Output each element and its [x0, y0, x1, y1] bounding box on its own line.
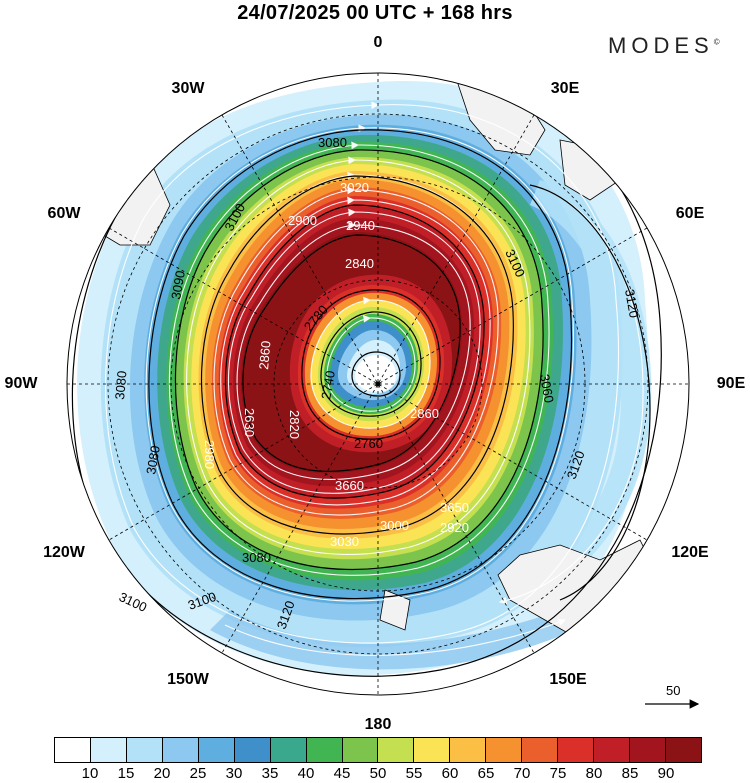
colorbar-cell [90, 738, 127, 762]
colorbar-cell [450, 738, 487, 762]
polar-jet-map: 3080 3100 3090 3020 2900 2940 2840 2780 … [66, 72, 700, 709]
colorbar-cell [558, 738, 595, 762]
colorbar-tick-label: 65 [477, 765, 495, 782]
colorbar-tick-label: 35 [261, 765, 279, 782]
lon-label-30e: 30E [550, 80, 580, 97]
contour-label: 3120 [622, 288, 642, 319]
lon-label-150e: 150E [549, 671, 587, 688]
colorbar [54, 737, 702, 763]
brand-logo: MODES© [608, 33, 720, 59]
lon-label-90w: 90W [4, 375, 38, 392]
contour-label: 2840 [345, 256, 374, 271]
colorbar-cell [342, 738, 379, 762]
colorbar-cell [594, 738, 630, 762]
colorbar-cell [55, 738, 91, 762]
colorbar-tick-label: 80 [585, 765, 603, 782]
colorbar-cell [414, 738, 451, 762]
lon-label-60e: 60E [675, 205, 705, 222]
contour-label: 2920 [440, 520, 469, 535]
brand-name: MODES [608, 33, 714, 58]
colorbar-cell [665, 738, 701, 762]
lon-label-90e: 90E [716, 375, 746, 392]
colorbar-cell [234, 738, 271, 762]
contour-label: 3650 [440, 500, 469, 515]
lon-label-0: 0 [373, 34, 383, 51]
colorbar-cell [522, 738, 559, 762]
contour-label: 2980 [202, 440, 217, 469]
colorbar-tick-label: 70 [513, 765, 531, 782]
contour-label: 2860 [410, 406, 439, 421]
lon-label-30w: 30W [171, 80, 205, 97]
colorbar-tick-label: 55 [405, 765, 423, 782]
contour-label: 3100 [117, 589, 150, 615]
colorbar-tick-label: 50 [369, 765, 387, 782]
colorbar-tick-label: 30 [225, 765, 243, 782]
colorbar-tick-label: 75 [549, 765, 567, 782]
contour-label: 3030 [330, 534, 359, 549]
contour-label: 3080 [112, 370, 129, 400]
map-title: 24/07/2025 00 UTC + 168 hrs [237, 2, 513, 24]
colorbar-tick-label: 25 [189, 765, 207, 782]
lon-label-120e: 120E [671, 544, 709, 561]
contour-label: 3660 [335, 478, 364, 493]
colorbar-cell [630, 738, 666, 762]
contour-labels: 3080 3100 3090 3020 2900 2940 2840 2780 … [112, 135, 642, 631]
colorbar-tick-label: 45 [333, 765, 351, 782]
colorbar-cell [270, 738, 307, 762]
contour-label: 3000 [380, 518, 409, 533]
colorbar-cell [198, 738, 235, 762]
colorbar-tick-label: 20 [153, 765, 171, 782]
colorbar-tick-label: 40 [297, 765, 315, 782]
colorbar-cell [378, 738, 415, 762]
contour-label: 3090 [168, 269, 188, 300]
map-disc [67, 73, 689, 695]
colorbar-tick-label: 90 [657, 765, 675, 782]
colorbar-cell [486, 738, 523, 762]
colorbar-tick-label: 60 [441, 765, 459, 782]
pole-marker [375, 381, 381, 387]
reference-vector-label: 50 [666, 683, 681, 698]
graticule [67, 73, 689, 695]
lon-label-180: 180 [364, 716, 392, 733]
contour-label: 3060 [537, 373, 557, 404]
contour-label: 3080 [242, 550, 271, 565]
map-border [66, 72, 690, 696]
contour-label: 2940 [346, 218, 375, 233]
contour-label: 2860 [256, 340, 273, 370]
colorbar-ticks: 10 15 20 25 30 35 40 45 50 55 60 65 70 75 80 85 90 [0, 765, 750, 783]
colorbar-tick-label: 85 [621, 765, 639, 782]
contour-label: 2760 [354, 436, 383, 451]
lon-label-60w: 60W [47, 205, 81, 222]
contour-label: 2900 [288, 213, 317, 228]
lon-label-120w: 120W [43, 544, 85, 561]
colorbar-cell [126, 738, 163, 762]
colorbar-cell [306, 738, 343, 762]
contour-label: 2630 [242, 408, 257, 437]
contour-label: 3080 [318, 135, 347, 150]
colorbar-tick-label: 10 [81, 765, 99, 782]
contour-label: 2820 [287, 410, 302, 439]
brand-mark: © [713, 37, 720, 47]
contour-label: 3020 [340, 180, 369, 195]
lon-label-150w: 150W [167, 671, 209, 688]
contour-label: 2740 [318, 369, 338, 400]
contour-label: 3080 [143, 444, 163, 475]
colorbar-cell [162, 738, 199, 762]
colorbar-tick-label: 15 [117, 765, 135, 782]
